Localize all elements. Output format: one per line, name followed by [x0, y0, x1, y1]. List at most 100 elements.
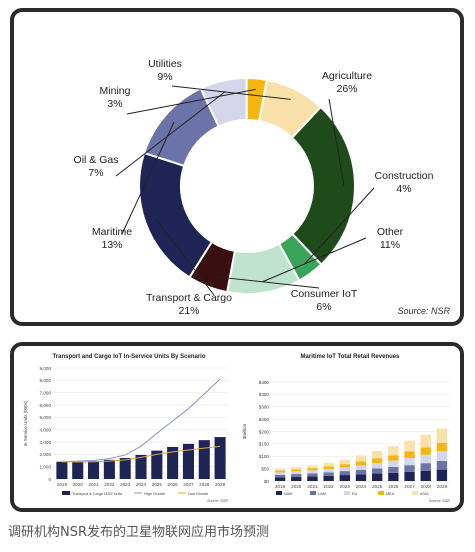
transport-chart-ytick-label: 6,000 — [40, 403, 52, 408]
maritime-xtick-label: 2022 — [324, 484, 335, 489]
maritime-bar-mea-2021 — [307, 468, 318, 471]
transport-xtick-label: 2022 — [104, 482, 115, 487]
maritime-bar-nam-2019 — [274, 477, 286, 481]
image-caption: 调研机构NSR发布的卫星物联网应用市场预测 — [8, 525, 270, 540]
bar-charts: Transport and Cargo IoT In-Service Units… — [14, 346, 460, 508]
maritime-bar-lam-2029 — [436, 460, 448, 470]
maritime-chart-ytick-label: $250 — [259, 417, 270, 422]
maritime-bar-eu-2028 — [420, 454, 431, 464]
maritime-chart-ytick-label: $150 — [259, 442, 270, 447]
maritime-bar-mea-2024 — [355, 461, 367, 466]
leader-line-utilities — [171, 85, 291, 100]
maritime-bar-eu-2024 — [355, 465, 367, 470]
transport-xtick-label: 2028 — [199, 482, 210, 487]
maritime-bar-nam-2020 — [291, 476, 302, 481]
maritime-bar-eu-2023 — [339, 467, 350, 472]
transport-xtick-label: 2019 — [57, 482, 68, 487]
maritime-xtick-label: 2024 — [356, 484, 367, 489]
leader-line-construction — [303, 187, 375, 265]
transport-xtick-label: 2020 — [73, 482, 84, 487]
slice-pct-utilities: 9% — [157, 71, 172, 83]
maritime-bar-eu-2025 — [372, 463, 383, 469]
maritime-xtick-label: 2026 — [388, 484, 399, 489]
transport-legend-label: High Growth — [144, 492, 165, 496]
slice-pct-agriculture: 26% — [336, 83, 357, 95]
slice-pct-other: 11% — [380, 239, 400, 251]
transport-xtick-label: 2021 — [88, 482, 99, 487]
slice-pct-mining: 3% — [107, 98, 122, 110]
maritime-chart-ytick-label: $400 — [259, 380, 270, 385]
maritime-bar-mea-2028 — [420, 447, 431, 455]
leader-line-consumer-iot — [211, 275, 320, 289]
transport-bar-2024 — [135, 454, 147, 479]
slice-pct-maritime: 13% — [101, 239, 122, 251]
maritime-bar-nam-2024 — [355, 474, 367, 481]
maritime-legend-label: ASIA — [420, 492, 429, 496]
transport-chart-ytick-label: 7,000 — [40, 390, 52, 395]
slice-label-mining: Mining — [100, 85, 131, 97]
maritime-bar-asia-2023 — [339, 459, 350, 465]
maritime-bar-eu-2022 — [323, 469, 334, 473]
transport-chart-ytick-label: 3,000 — [40, 440, 52, 445]
maritime-xtick-label: 2023 — [340, 484, 351, 489]
maritime-bar-lam-2028 — [420, 463, 431, 471]
slice-utilities — [257, 78, 323, 140]
maritime-legend-swatch — [344, 491, 350, 495]
maritime-bar-lam-2020 — [291, 474, 302, 477]
slice-label-other: Other — [377, 226, 404, 238]
maritime-xtick-label: 2025 — [372, 484, 383, 489]
maritime-chart-source: Source: NSR — [429, 499, 450, 503]
slice-pct-oil-gas: 7% — [88, 167, 103, 179]
leader-line-transport-cargo — [155, 218, 215, 296]
slice-label-transport-cargo: Transport & Cargo — [146, 292, 232, 304]
maritime-chart-ytick-label: $200 — [259, 429, 270, 434]
transport-bar-2028 — [198, 440, 210, 479]
transport-xtick-label: 2023 — [120, 482, 131, 487]
maritime-bar-nam-2025 — [372, 473, 383, 481]
transport-chart-ytick-label: 2,000 — [40, 452, 52, 457]
transport-bar-2021 — [88, 461, 100, 479]
transport-chart-title: Transport and Cargo IoT In-Service Units… — [52, 354, 205, 360]
maritime-legend-label: MEA — [386, 492, 395, 496]
maritime-bar-lam-2027 — [404, 465, 415, 472]
maritime-bar-asia-2022 — [323, 462, 334, 467]
slice-pct-transport-cargo: 21% — [178, 305, 199, 317]
maritime-bar-eu-2027 — [404, 457, 415, 466]
maritime-xtick-label: 2029 — [437, 484, 448, 489]
maritime-bar-mea-2023 — [339, 464, 350, 468]
transport-chart-ytick-label: 4,000 — [40, 427, 52, 432]
transport-bar-2019 — [56, 461, 68, 479]
maritime-bar-lam-2025 — [372, 468, 383, 474]
transport-bar-2025 — [151, 450, 163, 479]
transport-line-low-growth — [61, 445, 221, 463]
maritime-bar-mea-2027 — [404, 451, 415, 458]
maritime-bar-mea-2020 — [291, 469, 302, 472]
maritime-bar-lam-2023 — [339, 471, 350, 476]
maritime-bar-lam-2024 — [355, 469, 367, 475]
maritime-bar-mea-2026 — [388, 455, 399, 461]
maritime-bar-asia-2027 — [404, 440, 415, 452]
maritime-chart-ytick-label: $300 — [259, 405, 270, 410]
maritime-bar-asia-2025 — [372, 451, 383, 459]
maritime-xtick-label: 2020 — [291, 484, 302, 489]
slice-label-utilities: Utilities — [148, 58, 182, 70]
maritime-legend-swatch — [412, 491, 418, 495]
transport-bar-2022 — [103, 459, 115, 479]
maritime-bar-nam-2027 — [404, 471, 415, 481]
maritime-bar-eu-2019 — [274, 472, 286, 475]
maritime-bar-nam-2026 — [388, 472, 399, 481]
maritime-bar-eu-2020 — [291, 471, 302, 475]
transport-chart-ytick-label: 5,000 — [40, 415, 52, 420]
maritime-bar-eu-2026 — [388, 460, 399, 467]
maritime-bar-nam-2021 — [307, 476, 318, 481]
maritime-legend-swatch — [276, 491, 282, 495]
maritime-bar-eu-2029 — [436, 451, 448, 461]
leader-line-maritime — [121, 121, 175, 235]
slice-transport-cargo — [138, 151, 214, 279]
maritime-bar-asia-2028 — [420, 434, 431, 448]
transport-xtick-label: 2025 — [152, 482, 163, 487]
maritime-legend-label: NAM — [284, 492, 292, 496]
transport-xtick-label: 2026 — [168, 482, 179, 487]
transport-bar-2020 — [72, 461, 84, 479]
slice-label-maritime: Maritime — [92, 226, 132, 238]
